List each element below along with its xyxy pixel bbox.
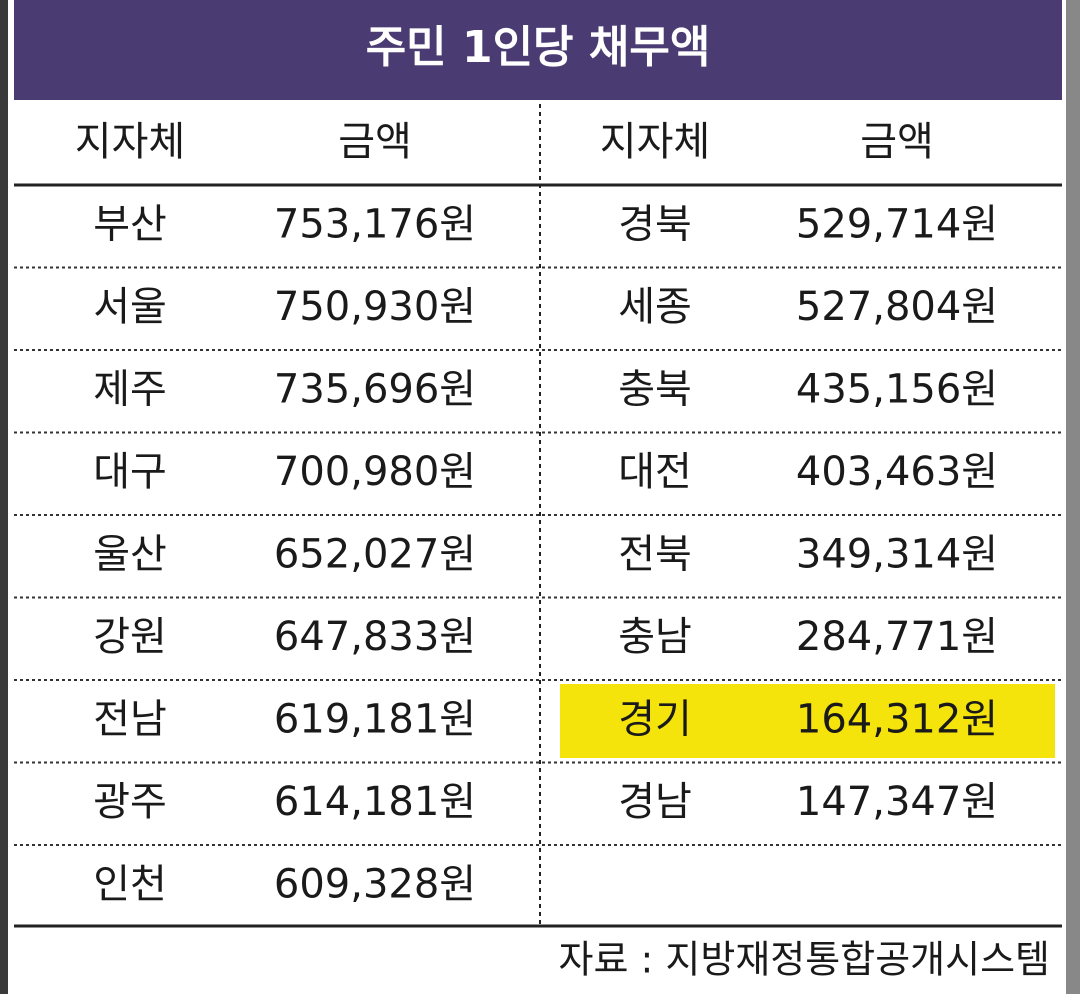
amount: 147,347원 [796,779,998,825]
region: 세종 [618,284,692,330]
region: 강원 [93,614,167,660]
source: 자료 : 지방재정통합공개시스템 [559,938,1050,982]
amount: 435,156원 [796,366,998,412]
left-edge [0,0,8,994]
amount: 527,804원 [796,284,998,330]
amount: 750,930원 [274,284,476,330]
header-cell: 금액 [860,119,934,165]
region: 전남 [93,696,167,742]
region: 울산 [93,531,167,577]
region: 충북 [618,366,692,412]
region: 광주 [93,779,167,825]
region: 부산 [93,201,167,247]
region: 경북 [618,201,692,247]
region: 대전 [618,449,692,495]
region: 전북 [618,531,692,577]
region: 서울 [93,284,167,330]
region: 경남 [618,779,692,825]
amount: 614,181원 [274,779,476,825]
title-bar [14,0,1062,100]
title: 주민 1인당 채무액 [366,22,711,73]
amount: 753,176원 [274,201,476,247]
highlight [560,684,1055,758]
region: 대구 [93,449,167,495]
amount: 652,027원 [274,531,476,577]
amount: 284,771원 [796,614,998,660]
amount: 349,314원 [796,531,998,577]
amount: 164,312원 [796,696,998,742]
region: 경기 [618,696,692,742]
region: 충남 [618,614,692,660]
amount: 735,696원 [274,366,476,412]
header-cell: 지자체 [600,119,710,165]
amount: 700,980원 [274,449,476,495]
region: 제주 [93,366,167,412]
amount: 529,714원 [796,201,998,247]
amount: 647,833원 [274,614,476,660]
right-edge [1066,0,1080,994]
amount: 609,328원 [274,861,476,907]
amount: 403,463원 [796,449,998,495]
header-cell: 금액 [338,119,412,165]
header-cell: 지자체 [75,119,185,165]
region: 인천 [93,861,167,907]
amount: 619,181원 [274,696,476,742]
